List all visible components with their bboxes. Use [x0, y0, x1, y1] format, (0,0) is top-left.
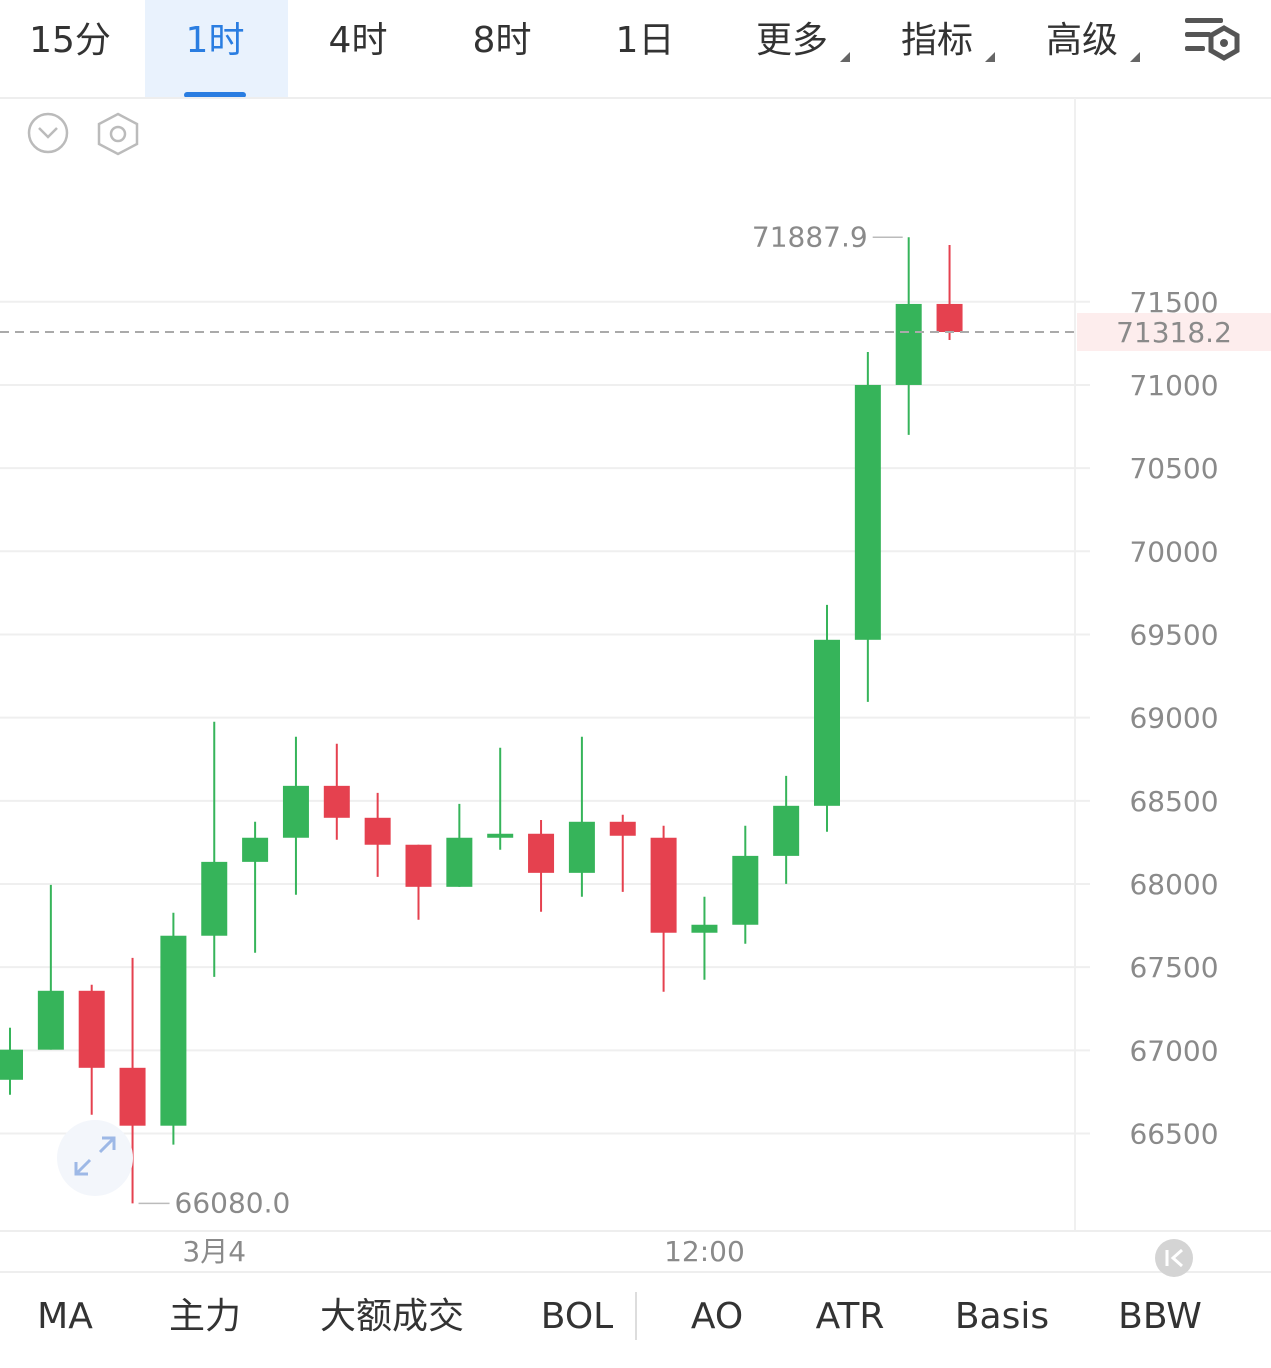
- y-tick-label: 68000: [1129, 868, 1218, 901]
- candle-body: [691, 924, 718, 933]
- expand-icon[interactable]: [57, 1120, 133, 1196]
- candle-body: [650, 837, 677, 933]
- timeframe-tab[interactable]: 1日: [616, 20, 675, 61]
- active-tab-bg: [145, 0, 288, 98]
- timeframe-tab[interactable]: 1时: [186, 20, 245, 61]
- y-tick-label: 67000: [1129, 1034, 1218, 1067]
- y-tick-label: 70500: [1129, 452, 1218, 485]
- dropdown-marker: [985, 52, 995, 62]
- candle-body: [405, 844, 432, 887]
- candle-body: [895, 303, 922, 385]
- indicator-tab[interactable]: ATR: [816, 1296, 885, 1337]
- hexagon-icon[interactable]: [97, 112, 139, 156]
- active-tab-underline: [184, 92, 246, 98]
- candle-body: [37, 990, 64, 1050]
- candle-body: [160, 935, 187, 1126]
- plot-area: [0, 237, 1090, 1204]
- candle-body: [487, 833, 514, 838]
- high-label: 71887.9: [752, 220, 868, 253]
- indicator-tab[interactable]: AO: [691, 1296, 743, 1337]
- y-tick-label: 69000: [1129, 702, 1218, 735]
- timeframe-tab[interactable]: 4时: [329, 20, 388, 61]
- dropdown-marker: [1130, 52, 1140, 62]
- indicator-tab[interactable]: Basis: [955, 1296, 1049, 1337]
- latest-button[interactable]: [1155, 1239, 1193, 1277]
- candle-body: [528, 833, 555, 873]
- candle-body: [282, 785, 309, 838]
- candle-body: [0, 1049, 23, 1080]
- candle-body: [854, 384, 881, 640]
- candle-body: [323, 785, 350, 818]
- y-tick-label: 70000: [1129, 535, 1218, 568]
- candle-body: [242, 837, 269, 862]
- candle-body: [814, 639, 840, 806]
- candle-body: [773, 805, 800, 856]
- candle-body: [568, 821, 595, 873]
- dropdown-marker: [840, 52, 850, 62]
- candle-body: [936, 303, 963, 333]
- low-label: 66080.0: [175, 1186, 291, 1219]
- candle-body: [446, 837, 473, 887]
- candle-body: [119, 1067, 146, 1126]
- indicator-tab[interactable]: MA: [37, 1296, 93, 1337]
- last-price-box: [1077, 313, 1271, 352]
- y-tick-label: 69500: [1129, 618, 1218, 651]
- settings-icon[interactable]: [1185, 18, 1240, 61]
- y-tick-label: 66500: [1129, 1118, 1218, 1151]
- timeframe-tab[interactable]: 15分: [29, 20, 111, 61]
- candle-body: [609, 821, 636, 836]
- timeframe-tab[interactable]: 更多: [756, 20, 828, 61]
- x-tick-label: 12:00: [664, 1235, 745, 1268]
- y-tick-label: 71000: [1129, 369, 1218, 402]
- candle-body: [78, 990, 105, 1068]
- y-tick-label: 67500: [1129, 951, 1218, 984]
- timeframe-tab[interactable]: 8时: [473, 20, 532, 61]
- candle-body: [732, 855, 759, 925]
- candle-body: [364, 817, 391, 845]
- indicator-tab[interactable]: 大额成交: [320, 1296, 464, 1337]
- x-tick-label: 3月4: [182, 1235, 246, 1268]
- timeframe-tab[interactable]: 指标: [901, 20, 973, 61]
- candle-body: [201, 861, 228, 936]
- indicator-tab[interactable]: BBW: [1118, 1296, 1202, 1337]
- last-price-label: 71318.2: [1116, 316, 1232, 349]
- collapse-icon[interactable]: [27, 112, 69, 154]
- timeframe-tab[interactable]: 高级: [1046, 20, 1118, 61]
- indicator-tab[interactable]: 主力: [169, 1296, 241, 1337]
- y-tick-label: 68500: [1129, 785, 1218, 818]
- indicator-tab[interactable]: BOL: [541, 1296, 613, 1337]
